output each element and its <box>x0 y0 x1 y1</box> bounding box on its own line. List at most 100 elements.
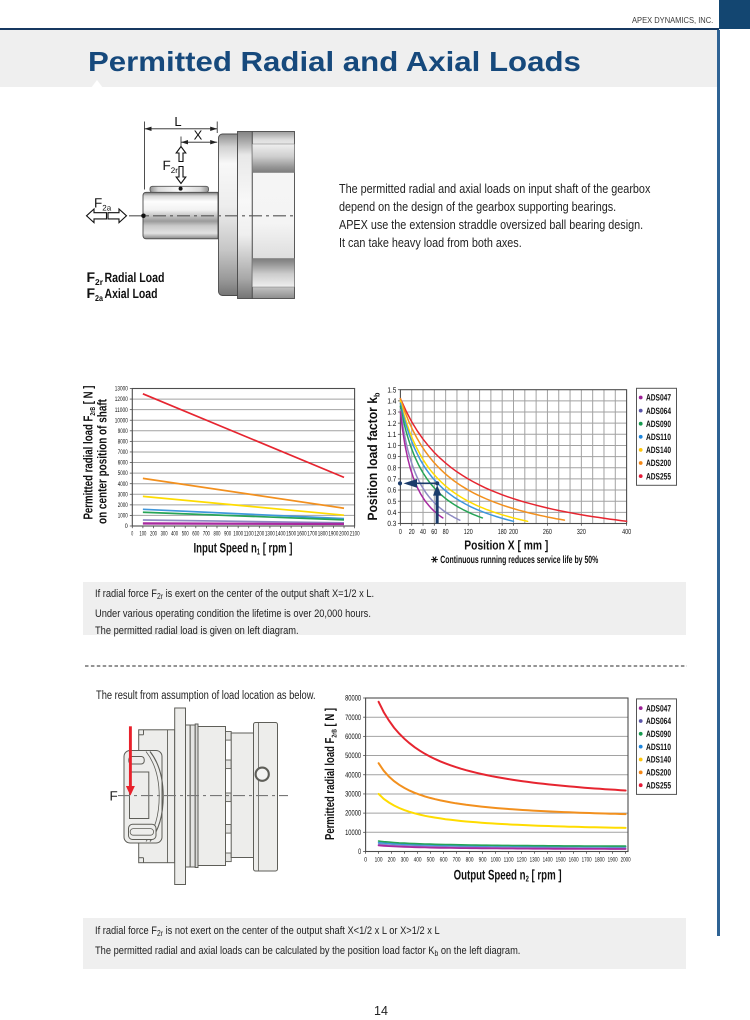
svg-text:1700: 1700 <box>307 531 317 537</box>
svg-text:ADS110: ADS110 <box>646 742 671 752</box>
svg-text:1800: 1800 <box>318 531 328 537</box>
svg-text:0: 0 <box>125 523 128 530</box>
svg-text:1200: 1200 <box>517 856 527 863</box>
svg-text:100: 100 <box>139 531 146 537</box>
svg-text:Position load factor kb: Position load factor kb <box>365 393 382 521</box>
svg-text:2r: 2r <box>95 277 104 287</box>
svg-text:ADS064: ADS064 <box>646 716 672 726</box>
svg-text:Permitted radial load F2rB [ N: Permitted radial load F2rB [ N ] <box>322 708 339 840</box>
svg-text:1.0: 1.0 <box>387 441 396 450</box>
svg-text:1100: 1100 <box>244 531 255 537</box>
svg-text:ADS200: ADS200 <box>646 768 671 778</box>
svg-text:200: 200 <box>388 856 396 863</box>
svg-text:1100: 1100 <box>504 856 514 863</box>
svg-text:10000: 10000 <box>345 828 361 837</box>
svg-text:400: 400 <box>414 856 422 863</box>
svg-text:600: 600 <box>440 856 448 863</box>
svg-text:F: F <box>110 789 118 804</box>
svg-text:1900: 1900 <box>608 856 618 863</box>
svg-text:50000: 50000 <box>345 751 361 760</box>
svg-text:40000: 40000 <box>345 770 361 779</box>
svg-text:8000: 8000 <box>118 439 128 446</box>
svg-text:ADS200: ADS200 <box>646 458 671 468</box>
svg-text:800: 800 <box>466 856 474 863</box>
svg-text:0.4: 0.4 <box>387 508 396 517</box>
svg-text:on center position of shaft: on center position of shaft <box>95 398 110 524</box>
svg-text:1400: 1400 <box>543 856 553 863</box>
svg-text:3000: 3000 <box>118 491 128 498</box>
svg-text:0.6: 0.6 <box>387 486 396 495</box>
svg-text:900: 900 <box>224 531 231 537</box>
svg-text:60000: 60000 <box>345 732 361 741</box>
svg-text:12000: 12000 <box>115 396 128 403</box>
svg-text:1000: 1000 <box>118 513 128 520</box>
svg-text:500: 500 <box>182 531 189 537</box>
svg-text:0: 0 <box>399 527 402 536</box>
svg-text:13000: 13000 <box>115 386 128 393</box>
svg-text:1.3: 1.3 <box>387 408 396 417</box>
svg-text:1800: 1800 <box>595 856 605 863</box>
svg-text:Radial Load: Radial Load <box>105 270 165 285</box>
svg-text:1900: 1900 <box>328 531 338 537</box>
svg-text:Axial Load: Axial Load <box>105 286 158 301</box>
svg-text:60: 60 <box>431 527 437 536</box>
svg-text:ADS047: ADS047 <box>646 703 671 713</box>
svg-text:1400: 1400 <box>276 531 286 537</box>
svg-text:1000: 1000 <box>233 531 243 537</box>
svg-text:11000: 11000 <box>115 407 128 414</box>
svg-text:1.4: 1.4 <box>387 396 396 405</box>
svg-text:700: 700 <box>203 531 210 537</box>
svg-text:80000: 80000 <box>345 694 361 703</box>
svg-text:4000: 4000 <box>118 481 128 488</box>
svg-text:0: 0 <box>131 531 133 537</box>
svg-text:260: 260 <box>543 527 552 536</box>
svg-text:0.8: 0.8 <box>387 463 396 472</box>
svg-text:ADS090: ADS090 <box>646 419 671 429</box>
svg-text:300: 300 <box>161 531 168 537</box>
svg-text:7000: 7000 <box>118 449 128 456</box>
svg-text:2000: 2000 <box>118 502 128 509</box>
svg-text:20000: 20000 <box>345 809 361 818</box>
svg-text:120: 120 <box>464 527 473 536</box>
svg-text:9000: 9000 <box>118 428 128 435</box>
svg-text:0.7: 0.7 <box>387 475 396 484</box>
svg-text:ADS110: ADS110 <box>646 432 671 442</box>
svg-text:320: 320 <box>577 527 586 536</box>
svg-text:ADS140: ADS140 <box>646 755 671 765</box>
svg-text:0.9: 0.9 <box>387 452 396 461</box>
svg-text:Position X [ mm ]: Position X [ mm ] <box>464 538 548 553</box>
svg-text:0.5: 0.5 <box>387 497 396 506</box>
svg-text:2000: 2000 <box>621 856 631 863</box>
svg-text:900: 900 <box>479 856 487 863</box>
svg-text:1500: 1500 <box>556 856 566 863</box>
svg-text:0.3: 0.3 <box>387 519 396 528</box>
svg-text:300: 300 <box>401 856 409 863</box>
svg-text:10000: 10000 <box>115 417 128 424</box>
svg-text:600: 600 <box>192 531 199 537</box>
svg-text:1500: 1500 <box>286 531 296 537</box>
svg-text:2000: 2000 <box>339 531 349 537</box>
svg-text:1000: 1000 <box>491 856 501 863</box>
svg-text:1700: 1700 <box>582 856 592 863</box>
svg-text:30000: 30000 <box>345 790 361 799</box>
svg-text:F: F <box>87 285 96 301</box>
svg-text:Input Speed n1 [ rpm ]: Input Speed n1 [ rpm ] <box>194 540 293 557</box>
svg-text:800: 800 <box>214 531 221 537</box>
svg-text:Permitted radial load F2rB [ N: Permitted radial load F2rB [ N ] <box>81 386 98 520</box>
svg-text:80: 80 <box>443 527 449 536</box>
svg-text:F: F <box>87 269 96 285</box>
svg-text:20: 20 <box>409 527 415 536</box>
svg-text:1.5: 1.5 <box>387 385 396 394</box>
svg-text:0: 0 <box>358 847 361 856</box>
svg-text:40: 40 <box>420 527 426 536</box>
svg-text:1200: 1200 <box>254 531 264 537</box>
svg-text:ADS140: ADS140 <box>646 445 671 455</box>
svg-text:200: 200 <box>509 527 518 536</box>
svg-text:1600: 1600 <box>297 531 307 537</box>
svg-text:400: 400 <box>171 531 178 537</box>
svg-text:ADS047: ADS047 <box>646 393 671 403</box>
svg-text:1300: 1300 <box>530 856 540 863</box>
svg-text:70000: 70000 <box>345 713 361 722</box>
svg-text:1.2: 1.2 <box>387 419 396 428</box>
svg-text:700: 700 <box>453 856 461 863</box>
